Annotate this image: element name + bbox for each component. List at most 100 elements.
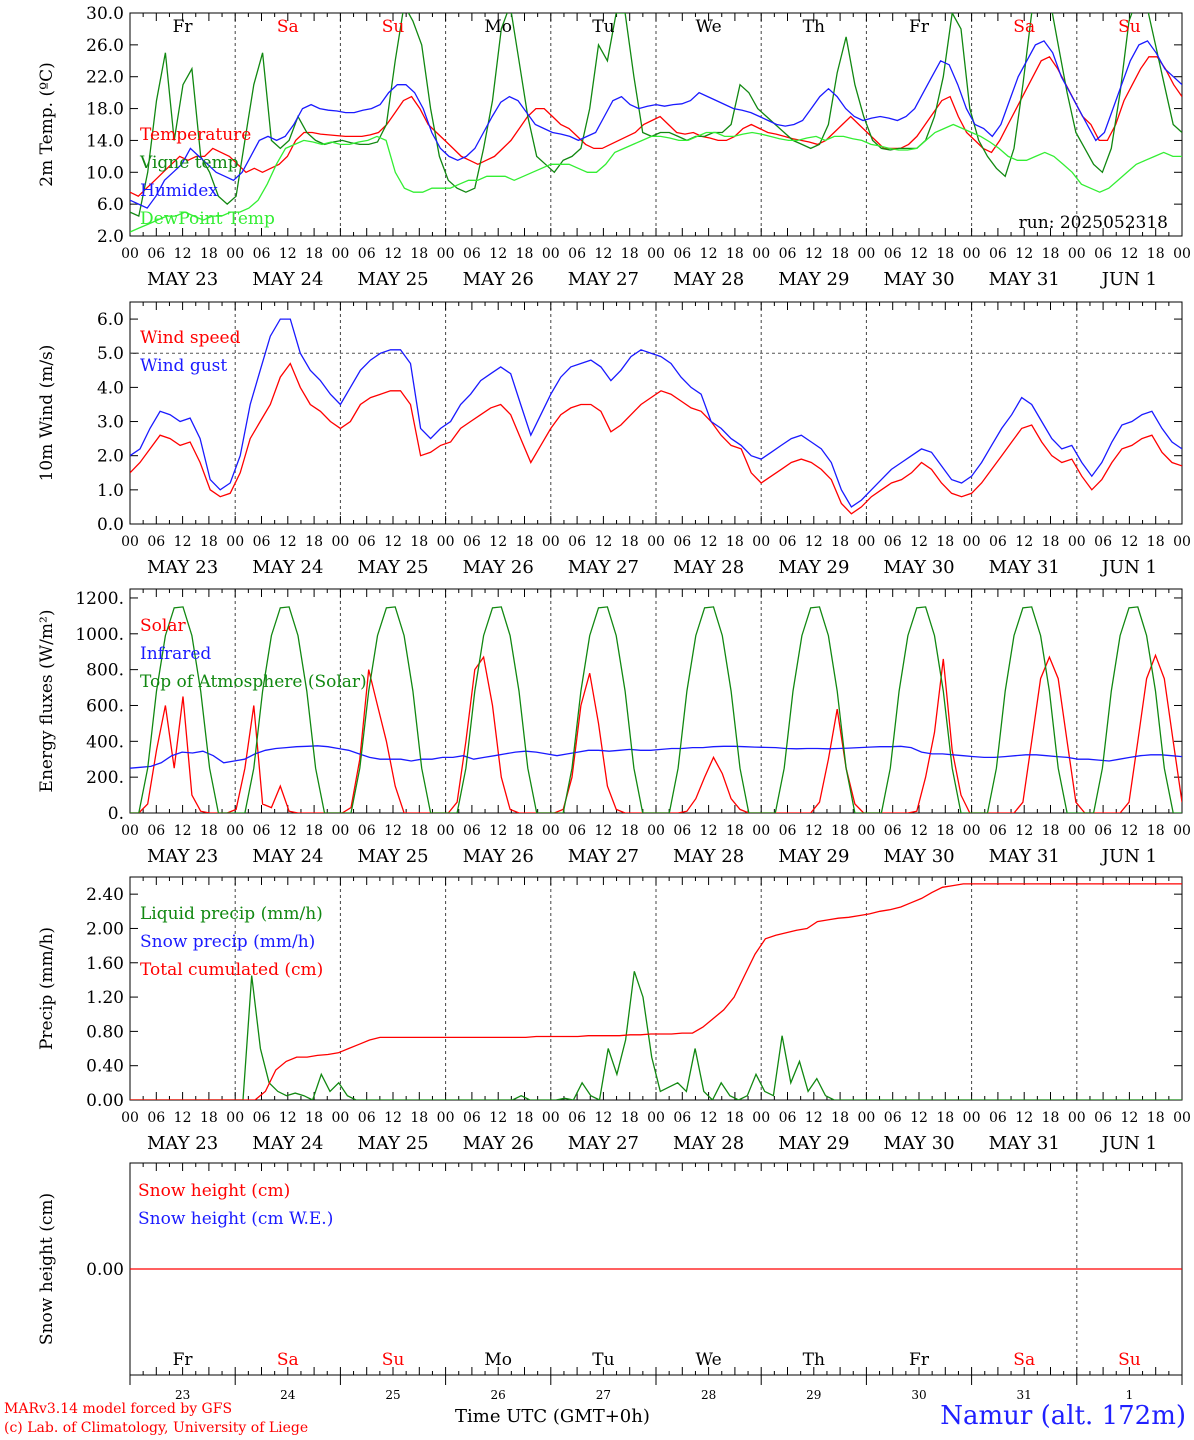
hour-tick-label: 00 — [121, 823, 139, 839]
date-label: MAY 24 — [252, 269, 323, 290]
plot-frame — [129, 588, 1183, 814]
hour-tick-label: 06 — [253, 534, 271, 550]
hour-tick-label: 18 — [410, 246, 428, 262]
date-label: JUN 1 — [1100, 557, 1157, 578]
hour-tick-label: 00 — [542, 534, 560, 550]
y-tick-label: 10.0 — [86, 163, 124, 183]
date-label: MAY 26 — [463, 269, 534, 290]
hour-tick-label: 12 — [910, 246, 928, 262]
weekday-label-top: Sa — [1013, 17, 1035, 37]
date-label: MAY 28 — [673, 1133, 744, 1154]
hour-tick-label: 00 — [226, 1110, 244, 1126]
series-line-3 — [130, 40, 1182, 209]
hour-tick-label: 12 — [594, 246, 612, 262]
hour-tick-label: 06 — [568, 246, 586, 262]
y-tick-label: 2.0 — [97, 447, 124, 467]
hour-tick-label: 18 — [305, 246, 323, 262]
y-axis-label: Energy fluxes (W/m²) — [37, 610, 57, 793]
hour-tick-label: 18 — [516, 246, 534, 262]
hour-tick-label: 18 — [305, 1110, 323, 1126]
y-axis-label: Snow height (cm) — [37, 1193, 57, 1345]
hour-tick-label: 06 — [253, 823, 271, 839]
date-label: MAY 28 — [673, 846, 744, 867]
hour-tick-label: 12 — [805, 823, 823, 839]
date-label: MAY 27 — [568, 1133, 639, 1154]
hour-tick-label: 12 — [700, 246, 718, 262]
y-tick-label: 2.0 — [97, 227, 124, 247]
hour-tick-label: 12 — [384, 246, 402, 262]
weekday-label-bottom: Fr — [173, 1350, 194, 1370]
hour-tick-label: 06 — [253, 246, 271, 262]
date-label: MAY 29 — [778, 846, 849, 867]
hour-tick-label: 06 — [1094, 1110, 1112, 1126]
hour-tick-label: 18 — [1042, 246, 1060, 262]
date-label: MAY 24 — [252, 846, 323, 867]
hour-tick-label: 06 — [989, 1110, 1007, 1126]
run-label: run: 2025052318 — [1019, 213, 1168, 233]
hour-tick-label: 06 — [463, 1110, 481, 1126]
date-label: MAY 28 — [673, 557, 744, 578]
hour-tick-label: 00 — [437, 534, 455, 550]
hour-tick-label: 06 — [673, 534, 691, 550]
hour-tick-label: 06 — [1094, 823, 1112, 839]
hour-tick-label: 12 — [700, 823, 718, 839]
hour-tick-label: 00 — [647, 534, 665, 550]
hour-tick-label: 18 — [936, 534, 954, 550]
hour-tick-label: 18 — [726, 246, 744, 262]
hour-tick-label: 00 — [752, 1110, 770, 1126]
date-label: MAY 30 — [883, 846, 954, 867]
y-tick-label: 2.40 — [86, 885, 124, 905]
hour-tick-label: 12 — [174, 246, 192, 262]
legend-entry: Wind gust — [140, 356, 227, 376]
hour-tick-label: 00 — [857, 534, 875, 550]
date-label: MAY 29 — [778, 269, 849, 290]
hour-tick-label: 06 — [884, 823, 902, 839]
hour-tick-label: 12 — [174, 823, 192, 839]
legend-entry: Total cumulated (cm) — [140, 960, 323, 980]
series-line-3 — [130, 606, 1182, 813]
hour-tick-label: 00 — [1173, 1110, 1191, 1126]
weekday-label-top: Mo — [484, 17, 512, 37]
hour-tick-label: 06 — [463, 246, 481, 262]
hour-tick-label: 06 — [673, 246, 691, 262]
hour-tick-label: 06 — [568, 823, 586, 839]
hour-tick-label: 12 — [384, 1110, 402, 1126]
date-label: MAY 30 — [883, 269, 954, 290]
y-tick-label: 6.0 — [97, 310, 124, 330]
date-label: MAY 28 — [673, 269, 744, 290]
hour-tick-label: 18 — [936, 1110, 954, 1126]
hour-tick-label: 18 — [200, 823, 218, 839]
hour-tick-label: 12 — [910, 823, 928, 839]
hour-tick-label: 18 — [936, 246, 954, 262]
weekday-label-top: Th — [803, 17, 825, 37]
hour-tick-label: 00 — [437, 1110, 455, 1126]
legend-entry: Solar — [140, 616, 186, 636]
hour-tick-label: 18 — [831, 823, 849, 839]
y-tick-label: 4.0 — [97, 378, 124, 398]
hour-tick-label: 06 — [147, 823, 165, 839]
weekday-label-top: Su — [1118, 17, 1141, 37]
series-line-2 — [130, 745, 1182, 769]
hour-tick-label: 18 — [1147, 534, 1165, 550]
y-tick-label: 1200. — [75, 589, 124, 609]
hour-tick-label: 12 — [594, 823, 612, 839]
legend-entry: DewPoint Temp — [140, 209, 275, 229]
hour-tick-label: 00 — [1173, 823, 1191, 839]
hour-tick-label: 12 — [279, 823, 297, 839]
hour-tick-label: 12 — [700, 1110, 718, 1126]
lab-credit: (c) Lab. of Climatology, University of L… — [4, 1420, 309, 1436]
hour-tick-label: 06 — [884, 246, 902, 262]
day-number: 27 — [596, 1388, 611, 1402]
hour-tick-label: 18 — [1042, 1110, 1060, 1126]
hour-tick-label: 18 — [831, 1110, 849, 1126]
date-label: MAY 24 — [252, 557, 323, 578]
date-label: MAY 25 — [357, 846, 428, 867]
date-label: MAY 25 — [357, 557, 428, 578]
y-tick-label: 6.0 — [97, 195, 124, 215]
panel-4: 0.00 0.40 0.80 1.20 1.60 2.00 2.40 Precip (mm/h… — [37, 876, 1191, 1154]
day-number: 29 — [806, 1388, 821, 1402]
y-tick-label: 800. — [86, 661, 124, 681]
date-label: MAY 23 — [147, 557, 218, 578]
hour-tick-label: 00 — [1068, 246, 1086, 262]
weekday-label-top: Fr — [909, 17, 930, 37]
